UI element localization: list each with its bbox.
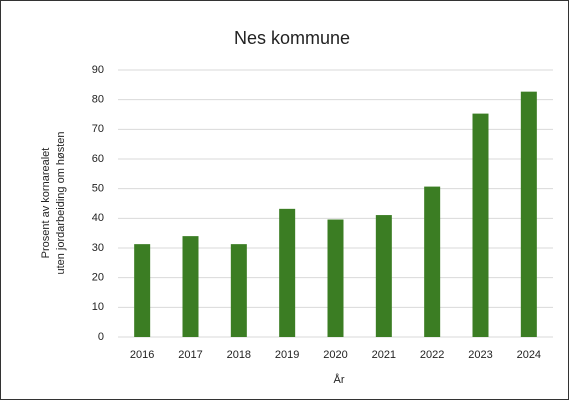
bar [520, 91, 537, 337]
bar [279, 208, 296, 337]
x-tick-label: 2017 [178, 349, 202, 361]
x-tick-label: 2019 [275, 349, 299, 361]
x-axis-label: År [334, 373, 345, 386]
y-tick-label: 30 [92, 242, 104, 254]
y-tick-label: 40 [92, 212, 104, 224]
y-tick-label: 70 [92, 123, 104, 135]
x-tick-label: 2018 [227, 349, 251, 361]
x-tick-label: 2023 [468, 349, 492, 361]
x-tick-label: 2021 [372, 349, 396, 361]
y-tick-label: 0 [98, 331, 104, 343]
y-tick-label: 80 [92, 94, 104, 106]
x-tick-label: 2022 [420, 349, 444, 361]
y-axis-label: uten jordarbeiding om høsten [55, 131, 67, 274]
bar [230, 244, 247, 337]
bar [424, 186, 441, 337]
y-tick-label: 60 [92, 153, 104, 165]
x-tick-label: 2020 [323, 349, 347, 361]
y-tick-label: 20 [92, 272, 104, 284]
y-tick-label: 50 [92, 183, 104, 195]
y-tick-label: 10 [92, 301, 104, 313]
x-tick-label: 2024 [517, 349, 541, 361]
bar [182, 236, 199, 337]
y-axis-label: Prosent av kornarealet [40, 148, 52, 259]
bar [375, 215, 392, 337]
y-tick-label: 90 [92, 64, 104, 76]
bar [472, 113, 489, 337]
x-tick-label: 2016 [130, 349, 154, 361]
bar [327, 219, 344, 337]
chart-title: Nes kommune [234, 28, 350, 48]
bar [134, 244, 151, 337]
